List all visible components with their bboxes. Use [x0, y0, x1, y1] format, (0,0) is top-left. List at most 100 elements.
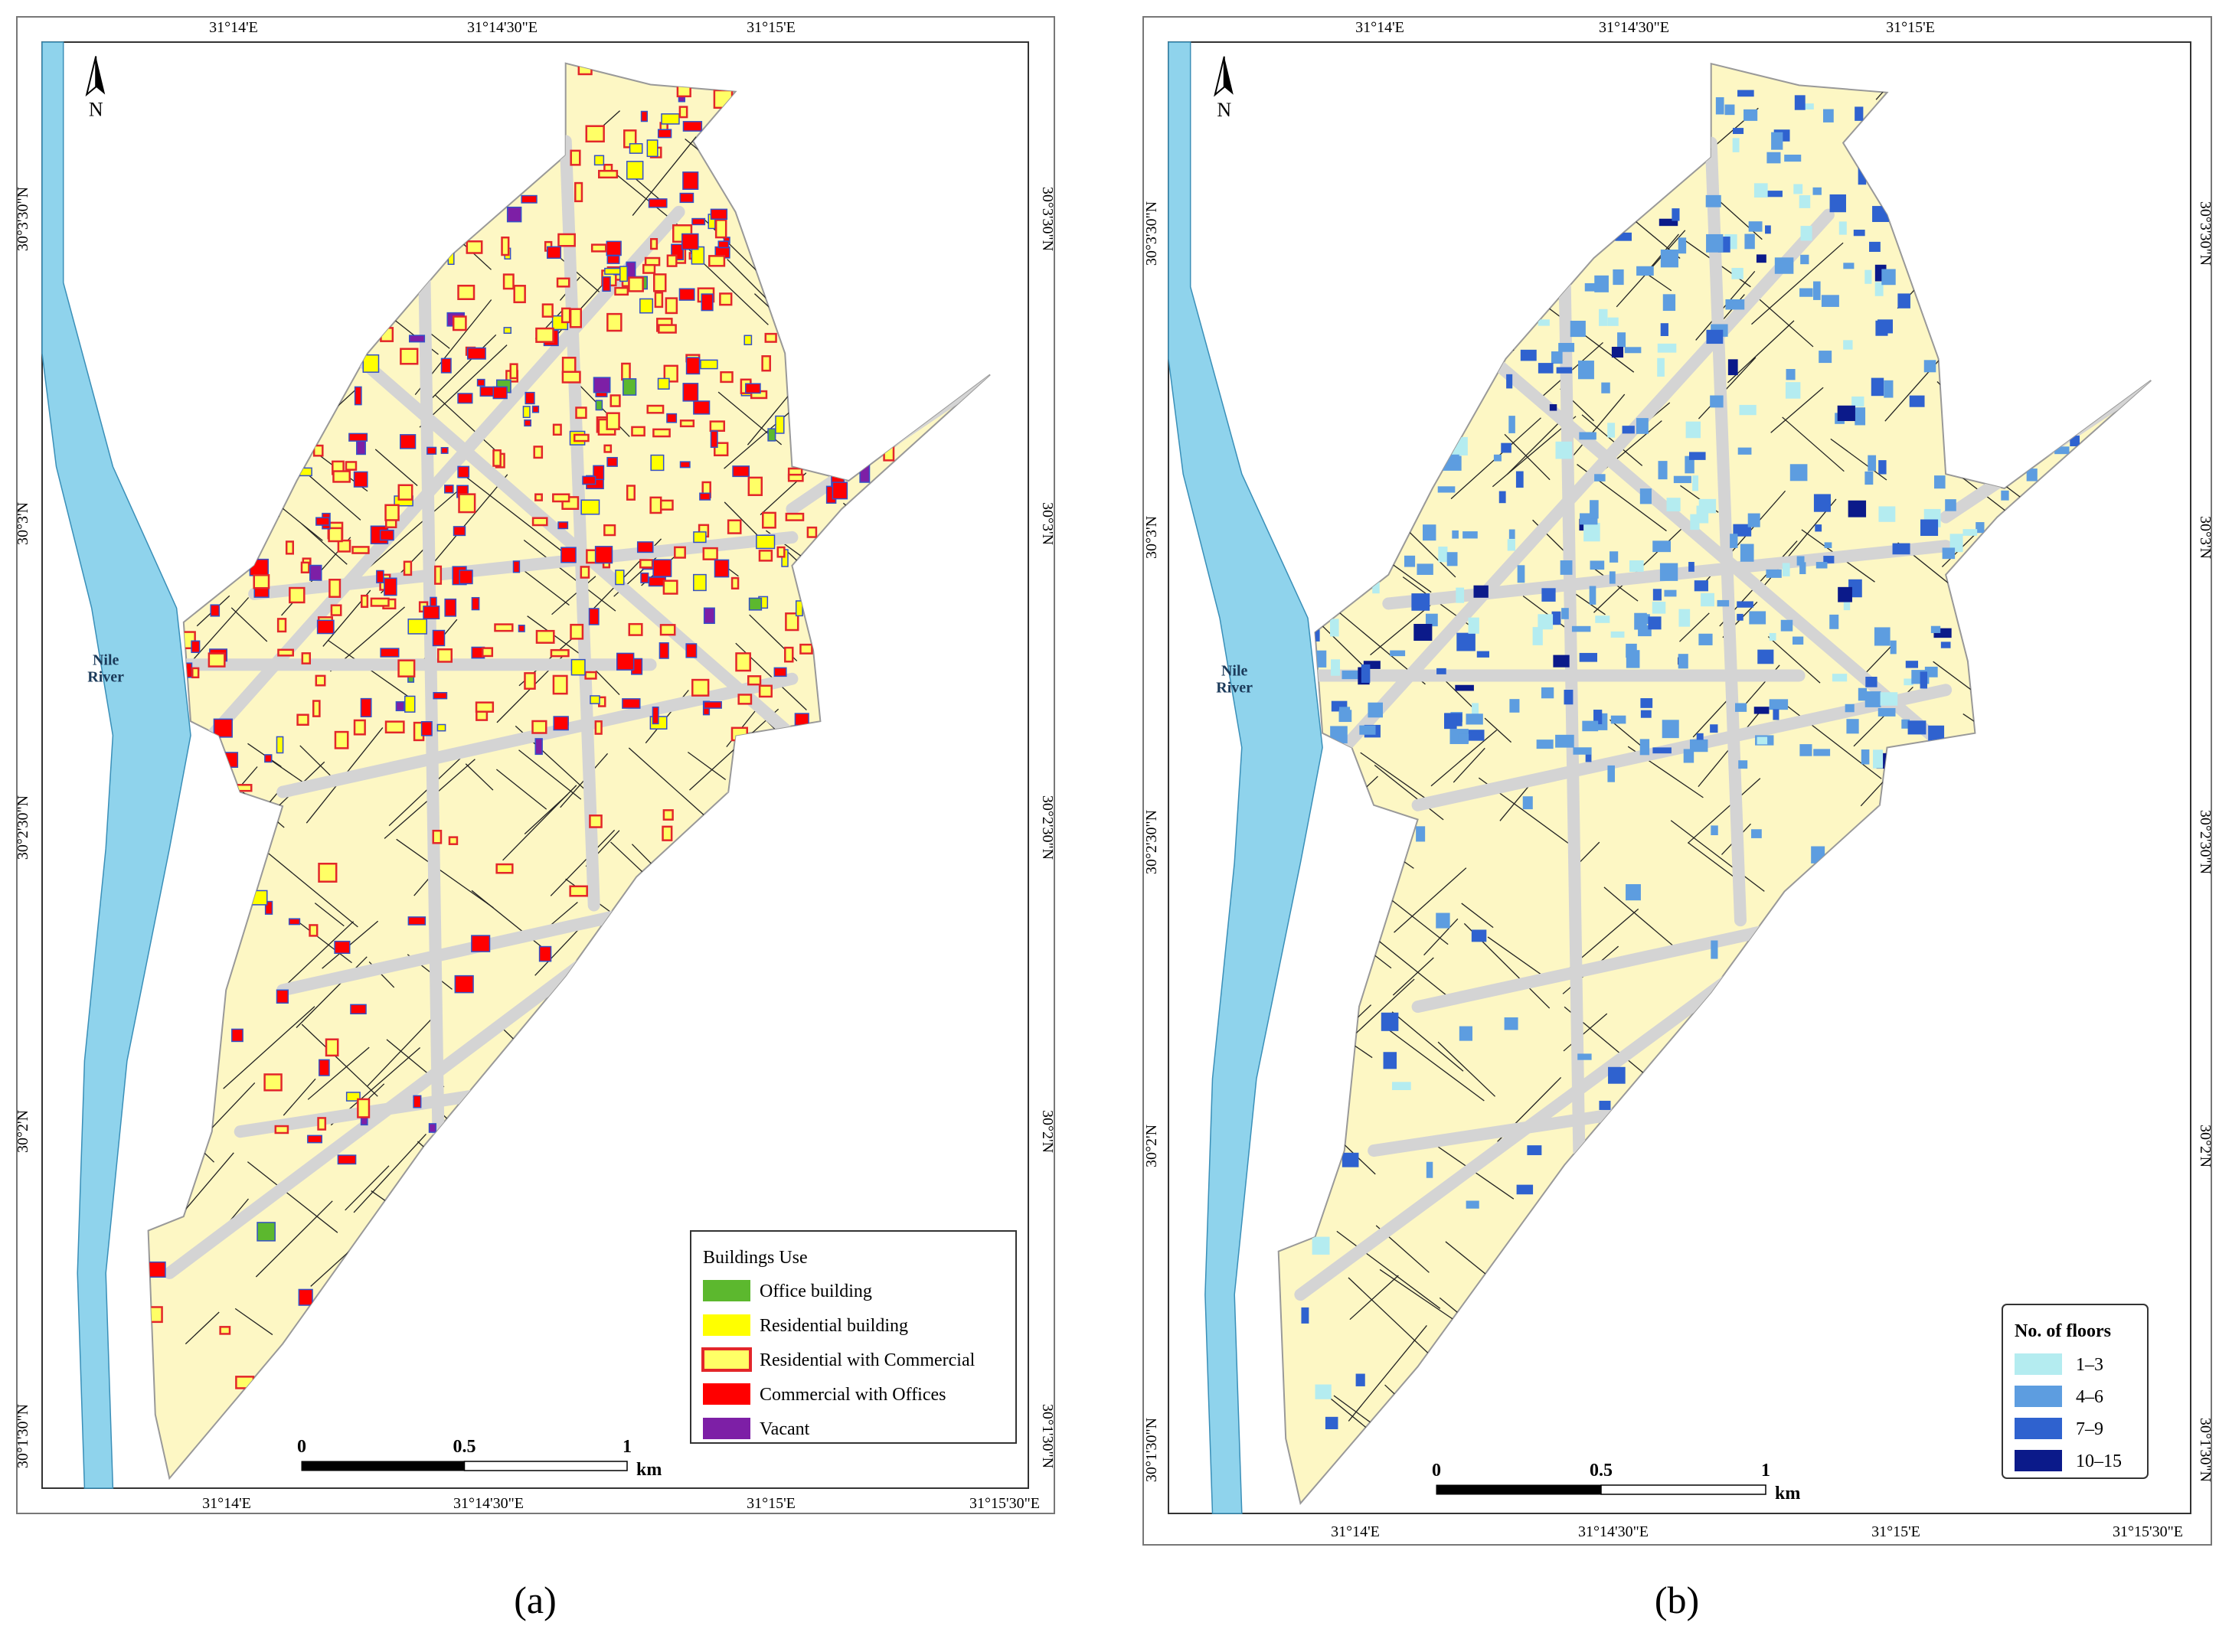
building: [1522, 796, 1533, 810]
building: [589, 815, 603, 828]
building: [148, 1261, 166, 1278]
street: [374, 449, 418, 487]
building: [191, 640, 201, 654]
building: [1774, 257, 1794, 274]
latitude-label: 30°3'30"N: [2197, 201, 2214, 266]
street: [234, 1308, 273, 1336]
building: [1881, 269, 1896, 286]
building: [1590, 560, 1605, 570]
building: [1506, 374, 1513, 389]
building: [433, 691, 448, 700]
building: [325, 1038, 339, 1057]
building: [1553, 655, 1570, 668]
building: [1607, 423, 1616, 438]
building: [408, 335, 426, 343]
building: [263, 1073, 283, 1092]
building: [538, 945, 552, 962]
building: [458, 493, 476, 514]
building: [531, 720, 547, 734]
building: [1683, 749, 1694, 763]
building: [1843, 595, 1851, 611]
building: [518, 625, 525, 632]
street: [1487, 936, 1551, 982]
building: [703, 700, 722, 709]
building: [628, 622, 643, 636]
building: [832, 482, 848, 500]
road: [417, 248, 445, 1138]
building: [570, 658, 586, 676]
building: [1678, 609, 1691, 627]
building: [1584, 282, 1600, 292]
legend-swatch: [703, 1280, 750, 1301]
legend-label: 1–3: [2076, 1355, 2103, 1375]
building: [691, 217, 706, 226]
building: [623, 378, 637, 396]
north-arrow: [96, 56, 106, 95]
latitude-label: 30°1'30"N: [15, 1404, 31, 1468]
building: [561, 371, 581, 384]
building: [1582, 720, 1599, 732]
building: [525, 391, 535, 405]
building: [1897, 293, 1910, 309]
building: [1411, 593, 1430, 611]
building: [1725, 299, 1745, 310]
longitude-label: 31°15'E: [1871, 1523, 1920, 1540]
building: [397, 484, 413, 501]
building: [1848, 500, 1867, 517]
building: [257, 1222, 276, 1242]
building: [682, 121, 703, 132]
building: [1508, 416, 1515, 433]
building: [1769, 632, 1776, 641]
building: [659, 642, 669, 659]
building: [1749, 611, 1766, 625]
building: [719, 292, 733, 306]
building: [628, 276, 644, 292]
building: [1664, 589, 1677, 597]
building: [1934, 475, 1946, 489]
building: [1907, 720, 1927, 735]
building: [1765, 225, 1771, 234]
building: [1551, 351, 1563, 364]
building: [1666, 498, 1681, 512]
building: [404, 695, 416, 713]
building: [457, 284, 476, 300]
latitude-label: 30°2'N: [2197, 1125, 2214, 1167]
building: [629, 143, 643, 154]
road: [205, 205, 685, 742]
building: [1874, 282, 1884, 296]
building: [360, 697, 372, 717]
building: [1732, 128, 1744, 135]
building: [1446, 552, 1458, 566]
building: [384, 720, 405, 734]
building: [503, 327, 511, 335]
building: [1579, 652, 1597, 662]
building: [1920, 671, 1927, 689]
building: [1593, 710, 1603, 725]
building: [1648, 616, 1662, 630]
scale-tick-label: 0.5: [1590, 1461, 1613, 1481]
building: [1794, 95, 1806, 110]
legend-swatch: [2015, 1386, 2062, 1407]
building: [370, 597, 390, 607]
building: [614, 286, 629, 296]
building: [574, 181, 583, 203]
building: [1459, 1026, 1472, 1041]
building: [1583, 523, 1600, 542]
longitude-label: 31°14'E: [1355, 19, 1404, 36]
building: [231, 1028, 243, 1043]
building: [1838, 586, 1852, 602]
building: [301, 652, 312, 664]
street: [1603, 886, 1682, 954]
building: [208, 652, 226, 668]
building: [1660, 250, 1678, 268]
building: [495, 863, 514, 874]
building: [654, 292, 664, 309]
building: [1905, 661, 1919, 668]
building: [1571, 625, 1591, 632]
building: [1538, 363, 1554, 374]
street: [628, 747, 705, 816]
street: [1563, 1013, 1608, 1052]
building: [315, 674, 326, 687]
building: [1436, 913, 1450, 929]
